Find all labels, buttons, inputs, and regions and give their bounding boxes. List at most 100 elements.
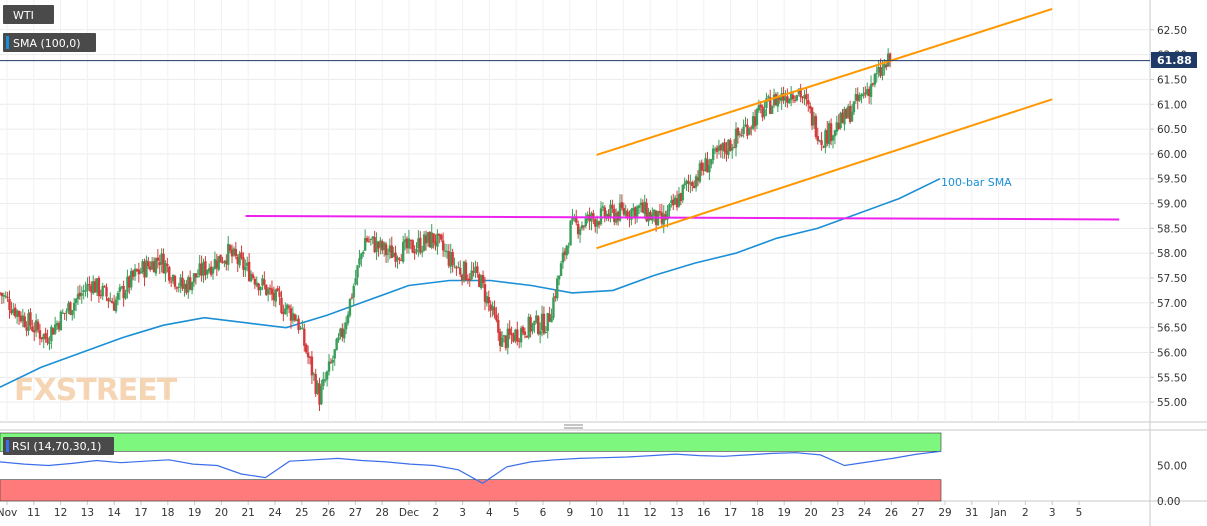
candle — [715, 145, 719, 159]
candle — [531, 322, 534, 335]
candle — [799, 83, 802, 103]
candle — [447, 244, 451, 269]
candle — [244, 259, 247, 277]
candle — [455, 265, 458, 276]
candle — [672, 193, 675, 211]
candle — [150, 256, 154, 271]
candle — [603, 205, 606, 223]
candle — [466, 274, 470, 285]
candle — [793, 95, 797, 104]
candle — [474, 260, 477, 278]
candle — [685, 179, 688, 191]
candle — [348, 298, 352, 318]
candle — [774, 92, 778, 106]
candle — [460, 273, 464, 286]
candle — [405, 236, 409, 254]
candle — [310, 350, 314, 385]
y-tick-label: 60.00 — [1157, 149, 1187, 161]
candle — [188, 270, 192, 291]
symbol-badge[interactable]: WTI — [3, 5, 54, 24]
x-tick-label: 13 — [81, 507, 94, 519]
x-tick-label: 26 — [322, 507, 336, 519]
candle — [556, 275, 559, 302]
candle — [327, 354, 331, 376]
candle — [97, 275, 101, 303]
candle — [4, 291, 7, 299]
candle — [457, 261, 460, 269]
candle — [183, 279, 186, 297]
sma-badge[interactable]: SMA (100,0) — [3, 33, 96, 52]
candle — [548, 306, 551, 323]
candle — [331, 355, 335, 372]
candle — [495, 306, 498, 323]
candle — [858, 92, 861, 103]
candle — [219, 254, 222, 263]
price-axis: 62.5062.0061.5061.0060.5060.0059.5059.00… — [1150, 25, 1187, 409]
candle — [274, 288, 277, 308]
candle — [46, 329, 49, 346]
candle — [808, 102, 812, 114]
candle — [670, 195, 673, 208]
candle — [196, 269, 199, 278]
candle — [72, 298, 76, 319]
x-tick-label: 17 — [724, 507, 737, 519]
candle — [375, 232, 378, 260]
candle — [84, 281, 87, 297]
x-tick-label: 13 — [670, 507, 683, 519]
candle — [48, 336, 51, 351]
candle — [816, 127, 819, 145]
candle — [343, 322, 346, 343]
candle — [698, 160, 702, 184]
candle — [160, 248, 163, 273]
candle — [116, 290, 120, 306]
candle — [561, 247, 565, 269]
candle — [710, 158, 713, 169]
candle — [550, 308, 553, 323]
candle — [316, 380, 319, 396]
candle — [111, 297, 114, 304]
candle — [459, 260, 462, 277]
candle — [755, 107, 759, 130]
candle — [369, 238, 373, 246]
candle — [478, 272, 481, 288]
candle — [78, 284, 82, 300]
candle — [694, 173, 698, 192]
candle — [246, 256, 249, 272]
candle — [723, 138, 726, 159]
candle — [860, 93, 863, 104]
y-tick-label: 61.50 — [1157, 74, 1187, 86]
candle — [34, 313, 38, 338]
candle — [807, 93, 810, 112]
candle — [841, 108, 844, 124]
pane-resize-handle[interactable] — [564, 424, 583, 429]
x-tick-label: Dec — [399, 507, 420, 519]
rsi-line — [0, 450, 942, 485]
candle — [502, 334, 506, 343]
x-tick-label: 31 — [965, 507, 978, 519]
candle — [270, 280, 274, 301]
candle — [864, 86, 867, 98]
candle — [181, 271, 184, 291]
support-line[interactable] — [245, 214, 1120, 221]
candle — [529, 314, 532, 338]
y-tick-label: 60.50 — [1157, 124, 1187, 136]
rsi-badge[interactable]: RSI (14,70,30,1) — [3, 437, 114, 455]
candle — [80, 286, 83, 304]
x-tick-label: 18 — [161, 507, 174, 519]
time-axis: Nov 11 12 13 14 17 18 19 20 21 24 25 26 27 28 Dec 2 3 4 5 6 9… — [0, 501, 1082, 519]
channel-lower-line[interactable] — [596, 98, 1053, 250]
channel-upper-line[interactable] — [596, 7, 1053, 156]
candle — [734, 122, 738, 157]
candle — [194, 273, 198, 285]
candle — [666, 205, 669, 228]
candle — [14, 303, 17, 319]
x-tick-label: 20 — [804, 507, 817, 519]
candle — [71, 309, 74, 321]
candle — [206, 269, 209, 279]
candle — [57, 321, 61, 332]
candle — [133, 264, 137, 281]
candle — [635, 205, 639, 223]
candle — [750, 125, 753, 136]
candle — [384, 241, 388, 263]
